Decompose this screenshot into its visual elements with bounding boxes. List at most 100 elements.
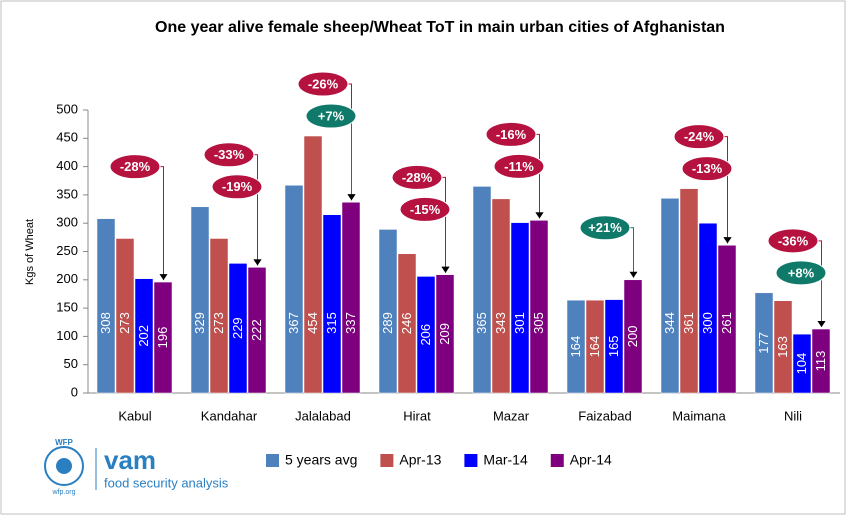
value-label: 273 [211,312,226,334]
annotation-text: -28% [120,159,151,174]
bar [341,202,361,394]
x-tick-label: Hirat [403,408,431,423]
annotation-bubble [391,164,443,190]
value-label: 113 [813,351,828,372]
annotation-text: -33% [214,147,245,162]
annotation-bubble [305,103,357,129]
bar [773,300,793,394]
bar [303,135,323,394]
value-label: 246 [399,313,414,335]
annotation-text: -26% [308,76,339,91]
bar [435,274,455,394]
value-label: 343 [493,312,508,334]
y-tick-label: 350 [56,186,78,201]
legend-swatch [380,454,394,467]
value-label: 165 [606,335,621,357]
x-tick-label: Nili [784,408,802,423]
annotation-arrowhead [253,259,262,266]
annotation-bubble [681,156,733,182]
bar [698,222,718,394]
y-tick-label: 150 [56,300,78,315]
annotation-text: -36% [778,233,809,248]
annotation-text: -28% [402,170,433,185]
y-tick-label: 450 [56,130,78,145]
bar [228,263,248,394]
bar [397,253,417,394]
value-label: 222 [249,319,264,341]
y-tick-label: 200 [56,271,78,286]
legend-swatch [550,454,564,467]
annotation-text: -13% [692,161,723,176]
value-label: 454 [305,312,320,334]
annotation-arrow [821,272,822,328]
value-label: 344 [662,312,677,334]
value-label: 315 [324,312,339,334]
annotation-arrowhead [441,266,450,273]
value-label: 177 [756,332,771,354]
annotation-arrow [351,115,352,201]
x-tick-label: Jalalabad [295,408,351,423]
bar [811,328,831,394]
legend-label: Apr-14 [570,452,612,468]
bar [322,214,342,394]
value-label: 273 [117,312,132,334]
legend-swatch [266,454,279,467]
annotation-bubble [211,174,263,200]
annotation-arrowhead [723,237,732,244]
bar [717,245,737,394]
y-tick-label: 100 [56,328,78,343]
chart-title: One year alive female sheep/Wheat ToT in… [155,19,725,36]
annotation-text: +21% [588,220,622,235]
logo-org: WFP [55,438,73,447]
logo-emblem [44,446,84,486]
bar [416,276,436,394]
annotation-bubble [579,215,631,241]
legend-label: 5 years avg [285,452,357,468]
value-label: 289 [380,312,395,334]
y-tick-label: 250 [56,243,78,258]
logo-name: vam [104,445,156,475]
annotation-bubble [485,121,537,147]
value-label: 301 [512,312,527,334]
y-tick-label: 400 [56,158,78,173]
value-label: 202 [136,325,151,347]
annotation-bubble [767,228,819,254]
bar [284,185,304,394]
annotation-arrowhead [629,271,638,278]
value-label: 367 [286,312,301,334]
y-tick-label: 0 [71,384,78,399]
bar [566,299,586,394]
x-tick-label: Faizabad [578,408,631,423]
value-label: 261 [719,312,734,334]
bar [585,299,605,394]
bar [679,188,699,394]
annotation-text: -15% [410,202,441,217]
annotation-arrowhead [817,321,826,328]
bar [491,198,511,394]
value-label: 300 [700,312,715,334]
bar [754,292,774,394]
annotation-arrow [539,165,540,219]
annotation-arrow [257,186,258,266]
annotation-text: -16% [496,127,527,142]
legend-swatch [464,454,478,467]
logo-tagline: food security analysis [104,475,229,490]
x-tick-label: Maimana [672,408,726,423]
annotation-text: +7% [318,108,345,123]
annotation-bubble [775,260,827,286]
annotation-bubble [297,71,349,97]
annotation-arrowhead [159,274,168,281]
y-axis-label: Kgs of Wheat [24,219,36,285]
value-label: 229 [230,317,245,339]
bar [604,299,624,394]
bar [209,238,229,394]
value-label: 164 [587,336,602,358]
x-tick-label: Kandahar [201,408,258,423]
logo: WFP wfp.org vam food security analysis [44,438,229,496]
annotation-text: -11% [504,159,534,174]
annotation-arrow [445,208,446,273]
value-label: 365 [474,312,489,334]
annotation-text: -24% [684,129,715,144]
value-label: 206 [418,324,433,346]
bar [134,278,154,394]
